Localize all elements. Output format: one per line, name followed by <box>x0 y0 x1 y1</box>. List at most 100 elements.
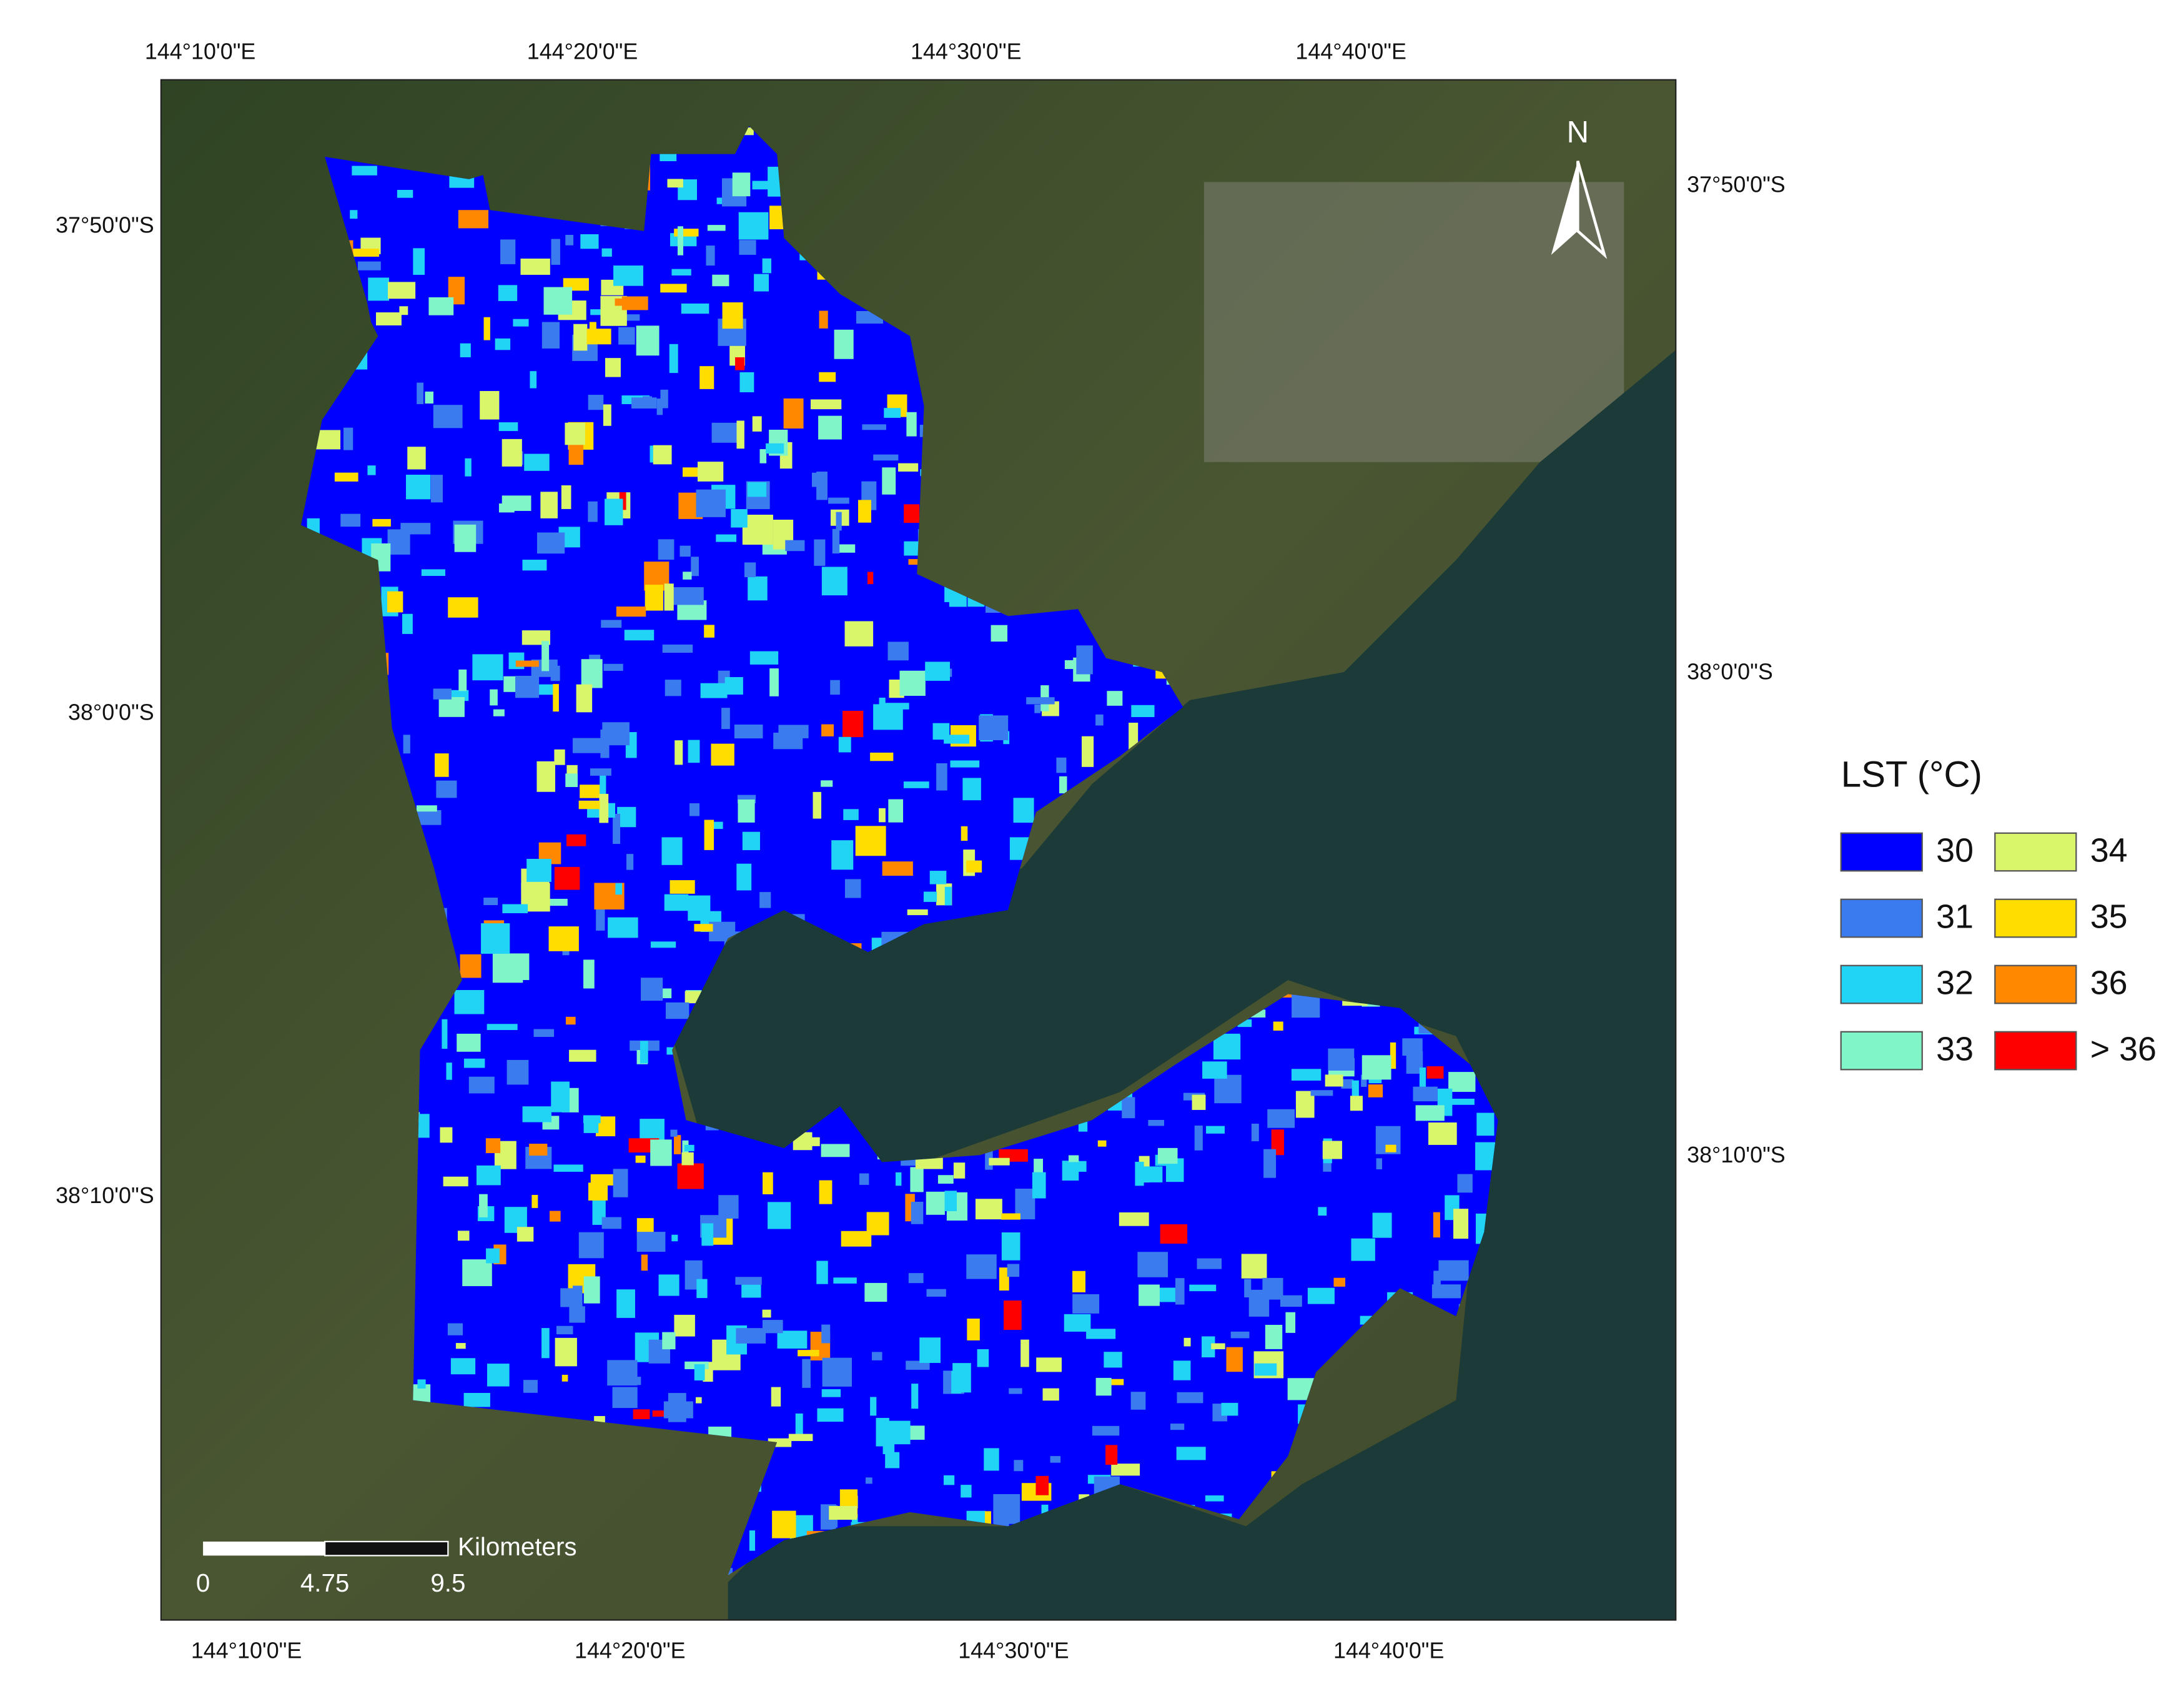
lst-patch <box>506 1059 529 1085</box>
lst-patch <box>417 382 424 404</box>
lst-patch <box>689 803 700 816</box>
bottom-longitude-label: 144°30'0"E <box>958 1638 1069 1663</box>
lst-patch <box>1325 1074 1343 1087</box>
right-latitude-label: 37°50'0"S <box>1687 172 1786 197</box>
lst-patch <box>458 669 467 691</box>
lst-patch <box>617 806 636 828</box>
lst-patch <box>929 871 947 884</box>
lst-patch <box>483 898 498 906</box>
lst-patch <box>641 978 663 1001</box>
lst-patch <box>550 1211 561 1222</box>
legend-label: 35 <box>2090 898 2128 935</box>
lst-patch <box>662 1332 676 1350</box>
lst-patch <box>818 415 842 440</box>
lst-patch <box>732 172 751 197</box>
lst-patch <box>699 366 714 389</box>
lst-patch <box>580 234 599 249</box>
lst-patch <box>476 1165 501 1186</box>
lst-patch <box>674 740 683 765</box>
lst-patch <box>653 445 672 465</box>
lst-patch <box>522 1106 551 1122</box>
lst-patch <box>1251 1123 1259 1142</box>
lst-patch <box>816 1261 828 1284</box>
lst-patch <box>1097 1140 1107 1147</box>
lst-patch <box>1173 1360 1191 1380</box>
lst-patch <box>540 492 558 518</box>
lst-patch <box>748 576 768 601</box>
lst-patch <box>1438 1260 1469 1281</box>
lst-patch <box>944 886 952 906</box>
lst-patch <box>601 1217 622 1229</box>
lst-patch <box>721 708 730 730</box>
lst-patch <box>679 545 691 557</box>
legend-swatch <box>1994 964 2077 1004</box>
lst-patch <box>605 358 621 377</box>
lst-patch <box>691 557 699 577</box>
lst-patch <box>681 303 709 314</box>
lst-patch <box>490 689 498 706</box>
lst-patch <box>531 1194 538 1208</box>
lst-patch <box>738 799 755 823</box>
lst-patch <box>669 344 678 374</box>
lst-patch <box>1192 1094 1206 1110</box>
lst-patch <box>718 1195 739 1219</box>
lst-patch <box>834 329 854 359</box>
lst-patch <box>984 1448 999 1471</box>
legend-swatch <box>1840 1031 1923 1071</box>
lst-patch <box>465 458 472 477</box>
lst-patch <box>583 1121 599 1133</box>
lst-patch <box>754 274 769 292</box>
lst-patch <box>867 572 874 585</box>
lst-patch <box>1059 776 1067 794</box>
lst-patch <box>962 778 981 801</box>
lst-patch <box>1372 1212 1392 1238</box>
lst-patch <box>522 560 547 571</box>
legend-label: 31 <box>1936 898 1974 935</box>
lst-patch <box>677 226 683 255</box>
lst-patch <box>1226 1347 1243 1372</box>
lst-patch <box>1013 798 1034 823</box>
lst-patch <box>1206 1126 1225 1134</box>
lst-patch <box>498 285 518 301</box>
left-latitude-label: 38°10'0"S <box>56 1183 154 1208</box>
lst-patch <box>428 297 454 315</box>
lst-patch <box>1263 1149 1277 1178</box>
scale-bar-white <box>203 1541 325 1556</box>
lst-patch <box>1351 1238 1375 1261</box>
lst-patch <box>524 453 550 471</box>
lst-patch <box>446 1063 452 1080</box>
lst-patch <box>763 1172 773 1195</box>
lst-patch <box>334 472 358 482</box>
lst-patch <box>870 752 894 761</box>
lst-patch <box>565 1016 576 1025</box>
lst-patch <box>738 212 769 240</box>
lst-patch <box>503 676 518 692</box>
scale-tick-label: 9.5 <box>430 1568 465 1597</box>
lst-patch <box>1351 1080 1359 1106</box>
lst-patch <box>615 314 640 321</box>
lst-patch <box>821 1324 831 1344</box>
lst-patch <box>601 248 612 257</box>
lst-patch <box>953 1162 966 1179</box>
lst-patch <box>569 1049 596 1062</box>
legend-swatch <box>1994 832 2077 872</box>
lst-patch <box>771 1387 781 1407</box>
lst-patch <box>1292 993 1320 1018</box>
lst-patch <box>588 395 604 410</box>
lst-patch <box>635 1156 646 1163</box>
lst-patch <box>1241 1254 1267 1279</box>
lst-patch <box>561 1374 568 1382</box>
lst-patch <box>667 179 683 188</box>
lst-patch <box>744 562 756 578</box>
lst-patch <box>1213 1035 1241 1060</box>
lst-patch <box>556 1325 573 1335</box>
lst-patch <box>589 322 596 340</box>
lst-patch <box>435 753 449 777</box>
lst-patch <box>1361 1074 1367 1087</box>
lst-patch <box>821 1144 850 1157</box>
lst-patch <box>568 443 584 465</box>
lst-patch <box>873 454 899 461</box>
lst-patch <box>1402 1038 1423 1056</box>
lst-patch <box>486 1248 500 1264</box>
lst-patch <box>353 249 379 257</box>
